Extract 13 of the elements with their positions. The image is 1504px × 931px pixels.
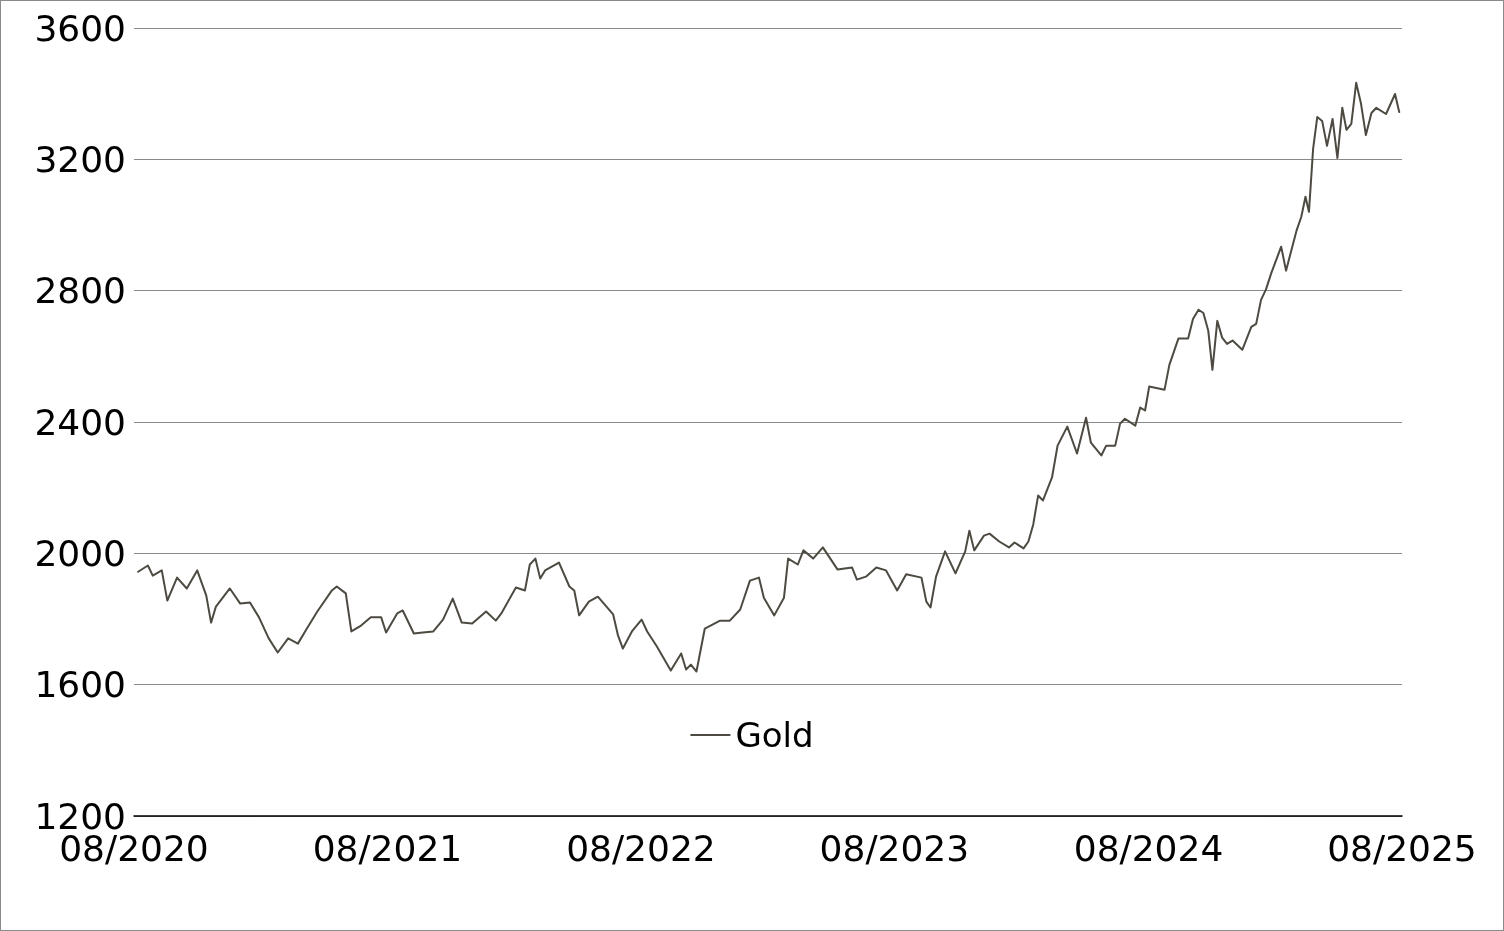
x-tick-label: 08/2022	[566, 827, 716, 869]
y-tick-label: 2800	[34, 270, 126, 312]
y-tick-label: 2400	[34, 401, 126, 443]
legend-label: Gold	[735, 715, 814, 755]
y-tick-label: 1600	[34, 664, 126, 706]
y-tick-label: 2000	[34, 532, 126, 574]
x-tick-label: 08/2025	[1327, 827, 1477, 869]
x-tick-label: 08/2023	[819, 827, 970, 869]
y-tick-label: 3600	[34, 7, 126, 49]
x-tick-label: 08/2021	[312, 827, 463, 869]
x-tick-label: 08/2024	[1073, 827, 1224, 869]
line-series	[137, 81, 1401, 673]
y-tick-label: 3200	[34, 138, 126, 180]
